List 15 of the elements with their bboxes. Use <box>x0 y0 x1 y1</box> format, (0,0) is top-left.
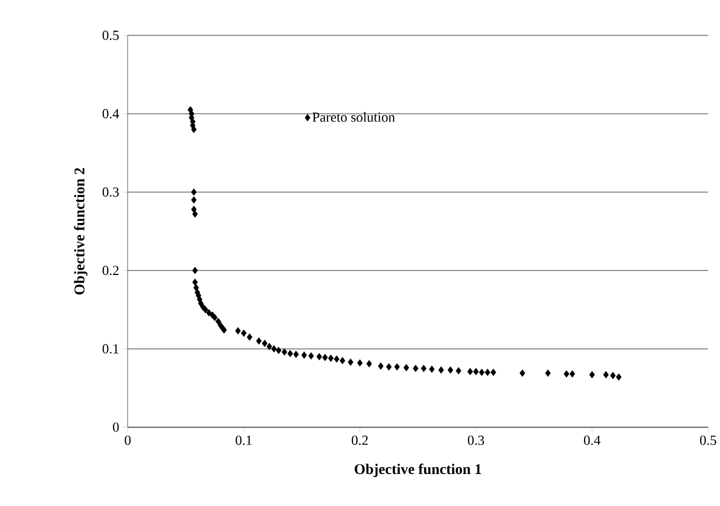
y-tick-label: 0.4 <box>102 108 120 118</box>
y-tick-label: 0.3 <box>102 187 119 197</box>
y-tick-label: 0.5 <box>102 30 119 40</box>
y-tick-label: 0.1 <box>102 344 118 354</box>
x-tick-label: 0 <box>124 435 131 445</box>
y-tick-label: 0 <box>112 422 119 432</box>
y-tick-label: 0.2 <box>102 266 119 275</box>
x-tick-label: 0.4 <box>584 435 600 445</box>
x-tick-label: 0.3 <box>468 435 484 445</box>
y-axis-title: Objective function 2 <box>74 168 88 294</box>
x-axis-title: Objective function 1 <box>354 463 482 477</box>
x-tick-label: 0.1 <box>236 435 252 445</box>
x-tick-label: 0.2 <box>352 435 368 445</box>
legend-label: Pareto solution <box>312 112 395 122</box>
x-tick-label: 0.5 <box>700 435 716 445</box>
